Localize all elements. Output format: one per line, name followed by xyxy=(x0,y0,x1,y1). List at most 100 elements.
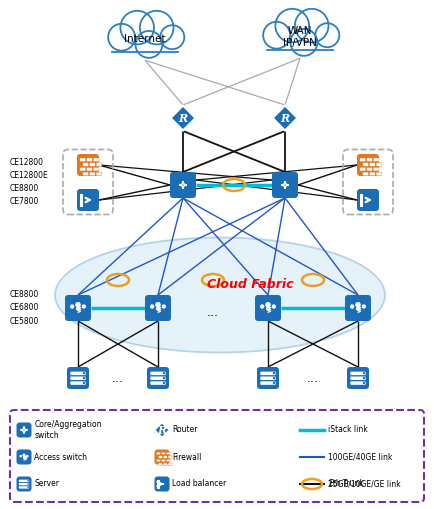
FancyBboxPatch shape xyxy=(363,172,368,176)
Circle shape xyxy=(83,377,85,379)
FancyBboxPatch shape xyxy=(155,449,170,465)
Circle shape xyxy=(26,455,29,458)
FancyBboxPatch shape xyxy=(163,463,167,465)
Circle shape xyxy=(363,372,365,375)
Circle shape xyxy=(163,382,165,384)
FancyBboxPatch shape xyxy=(150,372,166,375)
Circle shape xyxy=(83,372,85,375)
Circle shape xyxy=(273,372,275,375)
Circle shape xyxy=(23,454,26,457)
Circle shape xyxy=(23,456,25,459)
FancyBboxPatch shape xyxy=(70,372,85,375)
Circle shape xyxy=(295,9,329,42)
Circle shape xyxy=(355,302,361,307)
Polygon shape xyxy=(273,105,297,130)
Circle shape xyxy=(75,302,81,307)
FancyBboxPatch shape xyxy=(376,172,382,176)
FancyBboxPatch shape xyxy=(350,372,366,375)
Circle shape xyxy=(276,9,309,42)
Text: Server: Server xyxy=(34,479,59,489)
Text: iStack link: iStack link xyxy=(328,426,368,435)
FancyBboxPatch shape xyxy=(360,158,365,161)
FancyBboxPatch shape xyxy=(347,367,369,389)
Circle shape xyxy=(120,11,154,44)
FancyBboxPatch shape xyxy=(161,460,165,462)
Text: Internet: Internet xyxy=(124,34,166,44)
Circle shape xyxy=(135,31,162,58)
FancyBboxPatch shape xyxy=(350,381,366,385)
FancyBboxPatch shape xyxy=(350,377,366,380)
FancyBboxPatch shape xyxy=(89,172,95,176)
FancyBboxPatch shape xyxy=(363,163,368,166)
FancyBboxPatch shape xyxy=(158,456,162,458)
FancyBboxPatch shape xyxy=(156,452,160,455)
Circle shape xyxy=(260,304,264,309)
Text: Core/Aggregation
switch: Core/Aggregation switch xyxy=(34,420,102,440)
FancyBboxPatch shape xyxy=(96,163,102,166)
Circle shape xyxy=(272,304,276,309)
FancyBboxPatch shape xyxy=(267,33,333,52)
FancyBboxPatch shape xyxy=(86,167,92,171)
FancyBboxPatch shape xyxy=(150,381,166,385)
Text: Load balancer: Load balancer xyxy=(172,479,227,489)
FancyBboxPatch shape xyxy=(70,377,85,380)
FancyBboxPatch shape xyxy=(155,476,170,492)
FancyBboxPatch shape xyxy=(89,163,95,166)
FancyBboxPatch shape xyxy=(168,456,172,458)
Circle shape xyxy=(82,304,86,309)
Circle shape xyxy=(350,304,354,309)
FancyBboxPatch shape xyxy=(96,172,102,176)
Circle shape xyxy=(263,22,290,49)
FancyBboxPatch shape xyxy=(145,295,171,321)
FancyBboxPatch shape xyxy=(83,163,89,166)
Text: Access switch: Access switch xyxy=(34,453,88,462)
FancyBboxPatch shape xyxy=(77,154,99,176)
Circle shape xyxy=(266,307,270,311)
FancyBboxPatch shape xyxy=(260,377,276,380)
FancyBboxPatch shape xyxy=(373,158,379,161)
Text: Firewall: Firewall xyxy=(172,453,202,462)
FancyBboxPatch shape xyxy=(357,154,379,176)
Circle shape xyxy=(163,377,165,379)
FancyBboxPatch shape xyxy=(272,172,298,198)
Text: Cloud Fabric: Cloud Fabric xyxy=(207,278,293,292)
Text: ...: ... xyxy=(207,306,219,320)
FancyBboxPatch shape xyxy=(16,422,32,438)
FancyBboxPatch shape xyxy=(161,452,165,455)
Circle shape xyxy=(70,304,74,309)
FancyBboxPatch shape xyxy=(10,410,424,502)
Circle shape xyxy=(163,372,165,375)
FancyBboxPatch shape xyxy=(163,456,167,458)
Text: R: R xyxy=(178,112,187,124)
FancyBboxPatch shape xyxy=(168,463,172,465)
Circle shape xyxy=(27,480,29,482)
FancyBboxPatch shape xyxy=(93,158,99,161)
Circle shape xyxy=(27,483,29,485)
FancyBboxPatch shape xyxy=(260,381,276,385)
Text: R: R xyxy=(280,112,289,124)
FancyBboxPatch shape xyxy=(65,295,91,321)
Circle shape xyxy=(363,377,365,379)
FancyBboxPatch shape xyxy=(80,167,85,171)
Circle shape xyxy=(273,382,275,384)
FancyBboxPatch shape xyxy=(112,35,178,54)
FancyBboxPatch shape xyxy=(369,172,375,176)
FancyBboxPatch shape xyxy=(360,167,365,171)
FancyBboxPatch shape xyxy=(19,479,29,482)
Polygon shape xyxy=(154,422,170,438)
FancyBboxPatch shape xyxy=(260,372,276,375)
Circle shape xyxy=(155,302,161,307)
FancyBboxPatch shape xyxy=(373,167,379,171)
Text: Eth-Trunk: Eth-Trunk xyxy=(328,479,364,489)
FancyBboxPatch shape xyxy=(166,460,170,462)
Ellipse shape xyxy=(55,238,385,353)
Text: 100GE/40GE link: 100GE/40GE link xyxy=(328,453,392,462)
Text: Router: Router xyxy=(172,426,198,435)
FancyBboxPatch shape xyxy=(86,158,92,161)
FancyBboxPatch shape xyxy=(367,158,372,161)
FancyBboxPatch shape xyxy=(150,377,166,380)
FancyBboxPatch shape xyxy=(158,463,162,465)
FancyBboxPatch shape xyxy=(16,476,32,492)
FancyBboxPatch shape xyxy=(170,172,196,198)
FancyBboxPatch shape xyxy=(376,163,382,166)
